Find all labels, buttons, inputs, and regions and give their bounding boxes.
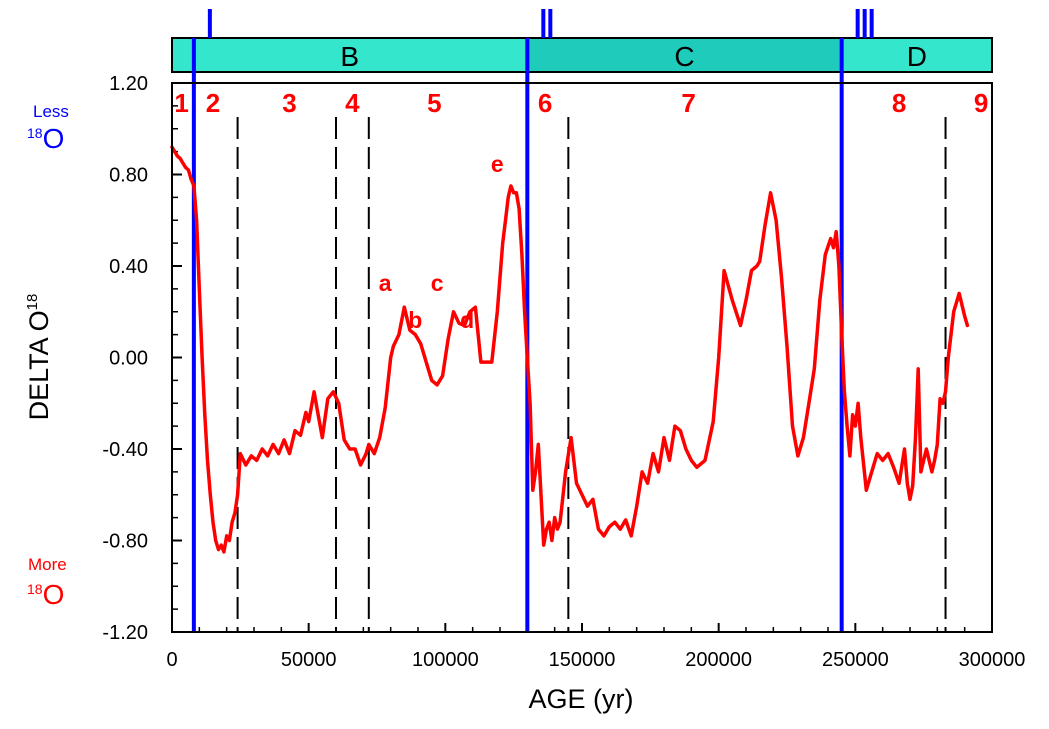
y-tick-label: -0.80: [102, 531, 148, 553]
more-o18-annotation: More 18O: [27, 555, 67, 610]
peak-label-c: c: [431, 270, 444, 296]
less-isotope-mass: 18: [27, 125, 43, 141]
less-isotope: 18O: [27, 123, 64, 154]
x-tick-label: 300000: [959, 649, 1026, 671]
more-isotope-symbol: O: [43, 579, 65, 610]
zone-label-5: 5: [427, 88, 441, 118]
zone-label-6: 6: [538, 88, 552, 118]
x-tick-label: 250000: [822, 649, 889, 671]
band-c: [526, 37, 843, 73]
y-axis-title-text: DELTA O: [24, 310, 54, 420]
peak-label-e: e: [491, 151, 504, 177]
zone-label-2: 2: [206, 88, 220, 118]
y-tick-label: 0.00: [109, 348, 148, 370]
y-axis-title-superscript: 18: [24, 294, 41, 311]
y-tick-label: -0.40: [102, 439, 148, 461]
y-tick-label: 1.20: [109, 73, 148, 95]
zone-label-1: 1: [174, 88, 188, 118]
svg-text:DELTA O18: DELTA O18: [24, 294, 54, 421]
ticks: 0 50000 100000 150000 200000 250000 300000 1.20…: [102, 73, 1025, 671]
more-isotope-mass: 18: [27, 581, 43, 597]
y-tick-label: -1.20: [102, 622, 148, 644]
x-tick-label: 200000: [685, 649, 752, 671]
zone-label-7: 7: [681, 88, 695, 118]
y-axis-title: DELTA O18: [24, 294, 54, 421]
delta-o18-series-line: [170, 145, 970, 554]
x-tick-label: 0: [166, 649, 177, 671]
peak-label-b: b: [408, 307, 422, 333]
y-tick-label: 0.80: [109, 165, 148, 187]
band-d: [840, 37, 994, 73]
x-axis-title: AGE (yr): [529, 684, 634, 714]
peak-label-d: d: [460, 307, 474, 333]
less-label: Less: [33, 102, 69, 121]
more-isotope: 18O: [27, 579, 64, 610]
x-tick-label: 50000: [281, 649, 337, 671]
y-tick-label: 0.40: [109, 256, 148, 278]
plot-frame: [171, 82, 993, 633]
x-tick-label: 100000: [412, 649, 479, 671]
less-isotope-symbol: O: [43, 123, 65, 154]
band-label-b: B: [340, 41, 359, 72]
peak-label-a: a: [379, 270, 392, 296]
band-label-c: C: [674, 41, 694, 72]
boundary-lines: [191, 38, 947, 632]
more-label: More: [28, 555, 67, 574]
stage-bands: BCDIIIIII: [171, 9, 994, 73]
series-layer: [170, 145, 970, 554]
zone-label-8: 8: [892, 88, 906, 118]
less-o18-annotation: Less 18O: [27, 102, 69, 154]
band-label-d: D: [907, 41, 927, 72]
x-tick-label: 150000: [549, 649, 616, 671]
zone-label-4: 4: [345, 88, 360, 118]
zone-label-9: 9: [974, 88, 988, 118]
zone-label-3: 3: [282, 88, 296, 118]
band-b: [171, 37, 529, 73]
